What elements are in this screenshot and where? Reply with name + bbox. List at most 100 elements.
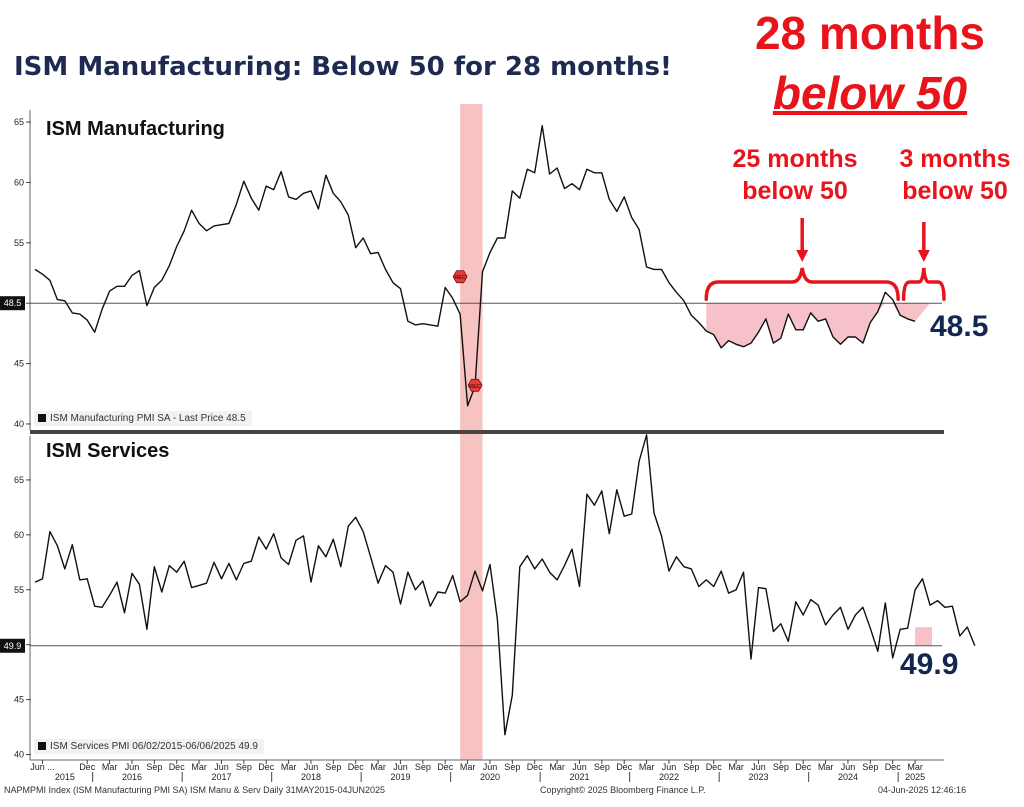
x-tick-label: Dec: [706, 762, 723, 772]
short-run-bracket: [901, 267, 946, 301]
x-tick-label: Sep: [504, 762, 520, 772]
manufacturing-y-tick-label: 60: [14, 177, 24, 187]
x-tick-label: Mar: [102, 762, 118, 772]
x-tick-label: Jun: [214, 762, 229, 772]
x-tick-label: Jun: [751, 762, 766, 772]
manufacturing-legend: ISM Manufacturing PMI SA - Last Price 48…: [34, 411, 252, 426]
x-tick-label: Jun: [662, 762, 677, 772]
x-tick-label: Dec: [616, 762, 633, 772]
year-label: 2018: [301, 772, 321, 782]
year-label: 2017: [211, 772, 231, 782]
x-tick-label: Mar: [460, 762, 476, 772]
manufacturing-y-tick-label: 65: [14, 117, 24, 127]
x-tick-label: Dec: [169, 762, 186, 772]
manufacturing-y-tick-label: 55: [14, 238, 24, 248]
year-label: 2016: [122, 772, 142, 782]
services-y-tick-label: 40: [14, 750, 24, 760]
x-tick-label: Mar: [728, 762, 744, 772]
year-label: 2022: [659, 772, 679, 782]
x-tick-label: Jun: [841, 762, 856, 772]
footer-source: NAPMPMI Index (ISM Manufacturing PMI SA)…: [4, 785, 385, 795]
year-label: 2021: [569, 772, 589, 782]
x-tick-label: Jun ...: [30, 762, 55, 772]
x-tick-label: Jun: [393, 762, 408, 772]
x-tick-label: Mar: [639, 762, 655, 772]
year-label: 2015: [55, 772, 75, 782]
footer-copyright: Copyright© 2025 Bloomberg Finance L.P.: [540, 785, 706, 795]
x-tick-label: Sep: [683, 762, 699, 772]
below-50-shade-layer: [706, 303, 932, 646]
legend-swatch: [38, 742, 46, 750]
headline: ISM Manufacturing: Below 50 for 28 month…: [14, 52, 672, 82]
callout-line-2: below 50: [772, 67, 968, 119]
year-label: 2019: [390, 772, 410, 782]
x-tick-label: Jun: [483, 762, 498, 772]
x-tick-label: Mar: [370, 762, 386, 772]
x-tick-label: Sep: [594, 762, 610, 772]
annotation-long-run: 25 months below 50: [700, 143, 890, 207]
below-50-shaded-area: [706, 303, 930, 348]
rec-marker-label: REC: [454, 275, 466, 281]
services-latest-shade: [915, 627, 932, 646]
year-label: 2024: [838, 772, 858, 782]
long-run-bracket: [704, 267, 900, 301]
x-tick-label: Mar: [281, 762, 297, 772]
x-tick-label: Sep: [773, 762, 789, 772]
x-tick-label: Sep: [325, 762, 341, 772]
services-last-price-box: [0, 638, 25, 653]
manufacturing-panel-title: ISM Manufacturing: [46, 118, 225, 140]
long-run-arrow-head: [796, 250, 809, 262]
x-tick-label: Mar: [818, 762, 834, 772]
x-tick-label: Sep: [862, 762, 878, 772]
services-y-tick-label: 65: [14, 475, 24, 485]
panel-divider: [30, 430, 944, 434]
manufacturing-last-price-label: 48.5: [4, 298, 22, 308]
annotation-short-run-line-1: 3 months: [899, 145, 1011, 173]
x-tick-label: Mar: [907, 762, 923, 772]
x-tick-label: Sep: [146, 762, 162, 772]
services-legend: ISM Services PMI 06/02/2015-06/06/2025 4…: [34, 739, 264, 754]
rec-marker: [452, 270, 468, 284]
services-y-tick-label: 45: [14, 695, 24, 705]
x-tick-label: Sep: [415, 762, 431, 772]
x-tick-label: Jun: [572, 762, 587, 772]
x-tick-label: Dec: [79, 762, 96, 772]
x-tick-label: Dec: [258, 762, 275, 772]
annotation-short-run: 3 months below 50: [880, 143, 1024, 207]
x-tick-label: Dec: [527, 762, 544, 772]
x-tick-label: Jun: [304, 762, 319, 772]
year-label: 2020: [480, 772, 500, 782]
manufacturing-y-tick-label: 40: [14, 419, 24, 429]
manufacturing-last-value: 48.5: [930, 310, 989, 343]
services-series-line: [34, 434, 976, 736]
x-tick-label: Mar: [549, 762, 565, 772]
x-tick-label: Dec: [795, 762, 812, 772]
rec-marker: [467, 378, 483, 392]
manufacturing-last-price-box: [0, 296, 25, 311]
annotation-long-run-line-2: below 50: [742, 177, 848, 205]
manufacturing-legend-text: ISM Manufacturing PMI SA - Last Price 48…: [50, 413, 246, 424]
legend-swatch: [38, 414, 46, 422]
year-label: 2025: [905, 772, 925, 782]
marker-layer: REC REC: [452, 270, 483, 392]
x-tick-label: Dec: [885, 762, 902, 772]
year-label: 2023: [748, 772, 768, 782]
services-y-tick-label: 60: [14, 530, 24, 540]
short-run-arrow-head: [917, 250, 930, 262]
x-tick-label: Sep: [236, 762, 252, 772]
x-tick-label: Mar: [191, 762, 207, 772]
services-last-price-label: 49.9: [4, 641, 22, 651]
x-tick-label: Dec: [437, 762, 454, 772]
annotation-layer: [704, 218, 946, 301]
footer-timestamp: 04-Jun-2025 12:46:16: [878, 785, 967, 795]
services-panel-title: ISM Services: [46, 440, 170, 462]
manufacturing-y-tick-label: 45: [14, 359, 24, 369]
annotation-long-run-line-1: 25 months: [732, 145, 858, 173]
services-last-value: 49.9: [900, 648, 959, 681]
x-tick-label: Dec: [348, 762, 365, 772]
services-y-tick-label: 55: [14, 585, 24, 595]
services-legend-text: ISM Services PMI 06/02/2015-06/06/2025 4…: [50, 741, 258, 752]
